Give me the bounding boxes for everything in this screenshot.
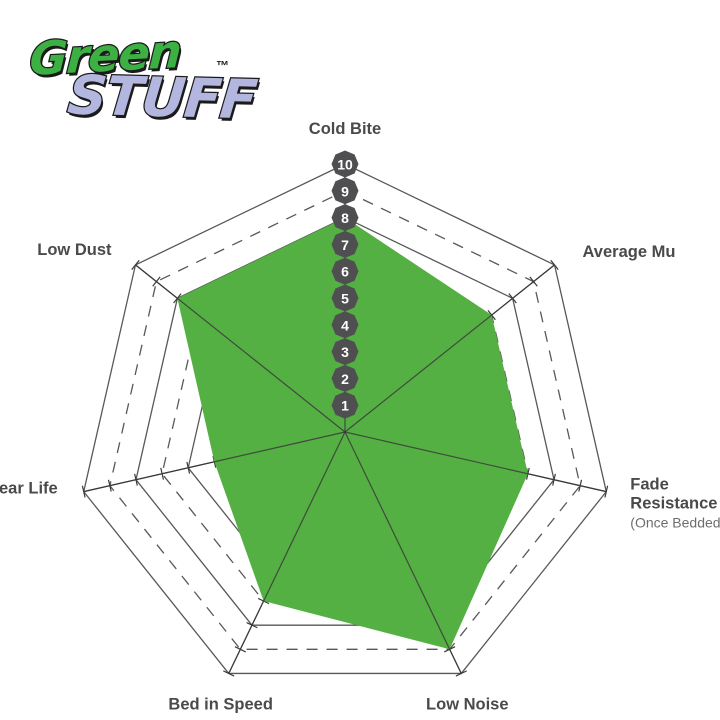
scale-marker-2: 2 (331, 364, 359, 392)
scale-chip-shape (331, 177, 359, 205)
grid-ring-10 (83, 163, 607, 675)
axis-tick (81, 485, 86, 498)
scale-chip-shape (331, 391, 359, 419)
axis-sublabel-fade-resistance: (Once Bedded) (630, 515, 720, 531)
axis-tick (455, 670, 467, 677)
trademark-symbol: ™ (216, 58, 229, 73)
axis-tick (223, 670, 235, 677)
scale-chip-label: 5 (341, 291, 349, 307)
scale-marker-1: 1 (331, 391, 359, 419)
axis-label-average-mu: Average Mu (583, 243, 676, 261)
scale-chip-label: 1 (341, 398, 349, 414)
scale-chip-shape (331, 230, 359, 258)
scale-marker-7: 7 (331, 230, 359, 258)
scale-chip-shape (331, 364, 359, 392)
scale-markers: 1 2 3 4 5 6 7 8 9 10 (331, 150, 359, 419)
scale-chip-label: 6 (341, 264, 349, 280)
axis-spoke-6 (135, 264, 346, 433)
scale-chip-label: 2 (341, 371, 349, 387)
scale-chip-shape (331, 311, 359, 339)
axis-spoke-1 (344, 264, 555, 433)
scale-chip-shape (331, 257, 359, 285)
scale-chip-label: 3 (341, 344, 349, 360)
scale-chip-label: 4 (341, 317, 349, 333)
scale-chip-label: 9 (341, 183, 349, 199)
scale-chip-label: 8 (341, 210, 349, 226)
scale-marker-4: 4 (331, 311, 359, 339)
scale-marker-9: 9 (331, 177, 359, 205)
scale-marker-8: 8 (331, 204, 359, 232)
scale-marker-3: 3 (331, 338, 359, 366)
axis-tick (604, 485, 609, 498)
axis-labels: Cold Bite Average Mu Fade Resistance (Once B… (0, 120, 720, 714)
axis-spoke-2 (344, 431, 607, 493)
scale-chip-shape (331, 150, 359, 178)
scale-chip-label: 10 (337, 157, 353, 173)
axis-spoke-5 (83, 431, 346, 493)
grid-ring-8 (135, 216, 555, 626)
axis-spoke-4 (228, 431, 346, 674)
axis-label-fade-resistance: Fade Resistance (630, 476, 717, 513)
scale-chip-shape (331, 204, 359, 232)
scale-chip-shape (331, 284, 359, 312)
scale-marker-10: 10 (331, 150, 359, 178)
scale-marker-5: 5 (331, 284, 359, 312)
axis-spoke-3 (344, 431, 462, 674)
axis-label-wear-life: Wear Life (0, 480, 58, 498)
scale-chip-label: 7 (341, 237, 349, 253)
grid-ring-9 (109, 190, 581, 650)
axis-label-bed-in-speed: Bed in Speed (168, 696, 273, 714)
scale-chip-shape (331, 338, 359, 366)
axis-label-low-noise: Low Noise (426, 696, 509, 714)
axis-label-low-dust: Low Dust (37, 241, 112, 259)
axis-label-cold-bite: Cold Bite (309, 120, 381, 138)
green-stuff-logo: Green STUFF ™ (20, 23, 260, 133)
scale-marker-6: 6 (331, 257, 359, 285)
